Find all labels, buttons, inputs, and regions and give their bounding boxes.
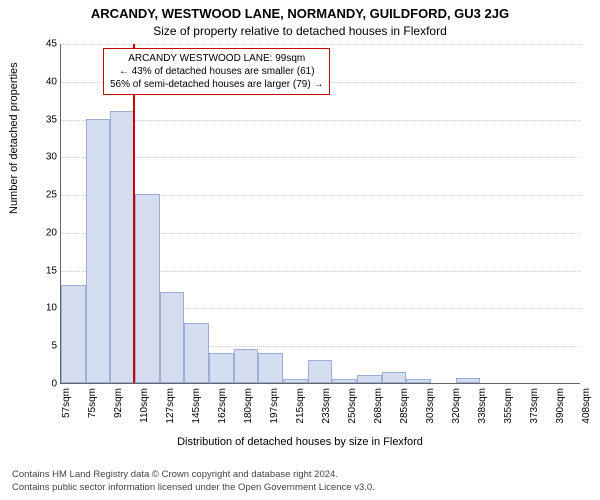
x-tick-label: 268sqm: [373, 388, 384, 436]
y-tick-label: 30: [31, 152, 61, 163]
x-tick-label: 215sqm: [295, 388, 306, 436]
histogram-bar: [406, 379, 431, 383]
x-tick-label: 57sqm: [61, 388, 72, 436]
histogram-bar: [332, 379, 357, 383]
y-axis-title: Number of detached properties: [8, 62, 20, 214]
x-tick-label: 162sqm: [217, 388, 228, 436]
y-gridline: [61, 157, 580, 158]
x-axis-title: Distribution of detached houses by size …: [0, 436, 600, 448]
y-tick-label: 0: [31, 379, 61, 390]
main-title: ARCANDY, WESTWOOD LANE, NORMANDY, GUILDF…: [0, 6, 600, 21]
histogram-bar: [110, 111, 135, 383]
histogram-bar: [86, 119, 111, 383]
footer: Contains HM Land Registry data © Crown c…: [12, 469, 588, 494]
histogram-bar: [61, 285, 86, 383]
plot-area: 051015202530354045ARCANDY WESTWOOD LANE:…: [60, 44, 580, 384]
x-tick-label: 92sqm: [113, 388, 124, 436]
histogram-bar: [283, 379, 308, 383]
y-tick-label: 10: [31, 303, 61, 314]
y-tick-label: 45: [31, 39, 61, 50]
y-gridline: [61, 44, 580, 45]
y-tick-label: 5: [31, 341, 61, 352]
histogram-bar: [234, 349, 259, 383]
x-tick-label: 250sqm: [347, 388, 358, 436]
histogram-bar: [357, 375, 382, 383]
y-tick-label: 25: [31, 190, 61, 201]
x-tick-label: 390sqm: [555, 388, 566, 436]
chart-container: ARCANDY, WESTWOOD LANE, NORMANDY, GUILDF…: [0, 0, 600, 500]
annotation-line: ARCANDY WESTWOOD LANE: 99sqm: [110, 52, 323, 65]
x-tick-label: 408sqm: [581, 388, 592, 436]
x-tick-label: 303sqm: [425, 388, 436, 436]
annotation-line: ← 43% of detached houses are smaller (61…: [110, 65, 323, 78]
y-tick-label: 15: [31, 265, 61, 276]
x-tick-label: 180sqm: [243, 388, 254, 436]
histogram-bar: [382, 372, 407, 383]
histogram-bar: [135, 194, 160, 383]
x-tick-label: 197sqm: [269, 388, 280, 436]
x-tick-label: 75sqm: [87, 388, 98, 436]
footer-line-2: Contains public sector information licen…: [12, 482, 588, 494]
annotation-line: 56% of semi-detached houses are larger (…: [110, 78, 323, 91]
histogram-bar: [308, 360, 333, 383]
x-tick-label: 233sqm: [321, 388, 332, 436]
x-tick-label: 145sqm: [191, 388, 202, 436]
x-tick-label: 110sqm: [139, 388, 150, 436]
histogram-bar: [258, 353, 283, 383]
y-tick-label: 40: [31, 76, 61, 87]
y-gridline: [61, 120, 580, 121]
histogram-bar: [160, 292, 185, 383]
x-tick-label: 338sqm: [477, 388, 488, 436]
x-tick-label: 320sqm: [451, 388, 462, 436]
y-tick-label: 20: [31, 227, 61, 238]
histogram-bar: [209, 353, 234, 383]
x-tick-label: 285sqm: [399, 388, 410, 436]
x-tick-label: 373sqm: [529, 388, 540, 436]
sub-title: Size of property relative to detached ho…: [0, 24, 600, 38]
histogram-bar: [456, 378, 481, 383]
annotation-box: ARCANDY WESTWOOD LANE: 99sqm← 43% of det…: [103, 48, 330, 95]
footer-line-1: Contains HM Land Registry data © Crown c…: [12, 469, 588, 481]
x-tick-label: 355sqm: [503, 388, 514, 436]
y-tick-label: 35: [31, 114, 61, 125]
histogram-bar: [184, 323, 209, 383]
x-tick-label: 127sqm: [165, 388, 176, 436]
